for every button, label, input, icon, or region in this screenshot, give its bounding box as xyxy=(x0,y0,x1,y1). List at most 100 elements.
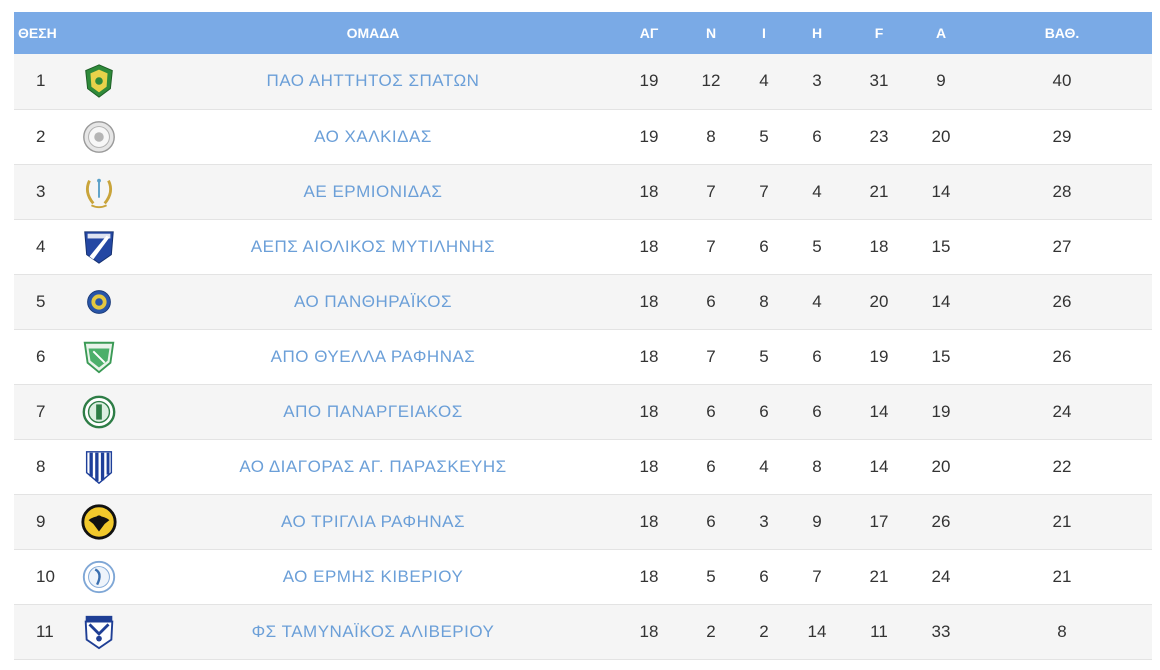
header-position[interactable]: ΘΕΣΗ xyxy=(18,25,57,41)
header-team[interactable]: ΟΜΑΔΑ xyxy=(346,25,400,41)
losses-cell: 9 xyxy=(812,511,822,531)
table-row[interactable]: 10 ΑΟ ΕΡΜΗΣ ΚΙΒΕΡΙΟΥ 18 5 6 7 21 24 21 xyxy=(14,549,1152,604)
header-losses[interactable]: Η xyxy=(811,25,823,41)
losses-cell: 4 xyxy=(812,181,822,201)
goals-for-cell: 14 xyxy=(869,456,889,476)
team-name-link[interactable]: ΑΠΟ ΠΑΝΑΡΓΕΙΑΚΟΣ xyxy=(283,401,463,421)
wins-cell: 2 xyxy=(706,621,716,641)
played-cell: 18 xyxy=(639,236,659,256)
table-row[interactable]: 8 ΑΟ ΔΙΑΓΟΡΑΣ ΑΓ. ΠΑΡΑΣΚΕΥΗΣ 18 6 4 8 14 20 22 xyxy=(14,439,1152,494)
goals-for-cell: 21 xyxy=(869,566,889,586)
team-name-link[interactable]: ΑΟ ΔΙΑΓΟΡΑΣ ΑΓ. ΠΑΡΑΣΚΕΥΗΣ xyxy=(239,456,507,476)
table-row[interactable]: 7 ΑΠΟ ΠΑΝΑΡΓΕΙΑΚΟΣ 18 6 6 6 14 19 24 xyxy=(14,384,1152,439)
goals-for-cell: 14 xyxy=(869,401,889,421)
blue-yellow-round-crest-icon xyxy=(80,282,118,322)
wins-cell: 12 xyxy=(701,71,721,91)
played-cell: 19 xyxy=(639,126,659,146)
team-name-link[interactable]: ΑΕ ΕΡΜΙΟΝΙΔΑΣ xyxy=(303,181,443,201)
losses-cell: 4 xyxy=(812,291,822,311)
table-row[interactable]: 2 ΑΟ ΧΑΛΚΙΔΑΣ 19 8 5 6 23 20 29 xyxy=(14,109,1152,164)
position-cell: 1 xyxy=(36,71,46,91)
goals-against-cell: 15 xyxy=(931,346,951,366)
losses-cell: 7 xyxy=(812,566,822,586)
team-name-link[interactable]: ΑΕΠΣ ΑΙΟΛΙΚΟΣ ΜΥΤΙΛΗΝΗΣ xyxy=(250,236,496,256)
draws-cell: 8 xyxy=(759,291,769,311)
goals-for-cell: 21 xyxy=(869,181,889,201)
played-cell: 18 xyxy=(639,291,659,311)
crest-cell xyxy=(76,329,128,384)
crest-cell xyxy=(76,494,128,549)
standings-table: ΘΕΣΗ ΟΜΑΔΑ ΑΓ Ν Ι Η F A ΒΑΘ. 1 ΠΑΟ ΑΗΤΤΗΤ… xyxy=(14,12,1152,660)
goals-for-cell: 19 xyxy=(869,346,889,366)
position-cell: 2 xyxy=(36,126,46,146)
losses-cell: 6 xyxy=(812,401,822,421)
table-row[interactable]: 6 ΑΠΟ ΘΥΕΛΛΑ ΡΑΦΗΝΑΣ 18 7 5 6 19 15 26 xyxy=(14,329,1152,384)
played-cell: 18 xyxy=(639,346,659,366)
laurel-crest-icon xyxy=(80,172,118,212)
goals-against-cell: 26 xyxy=(931,511,951,531)
team-name-link[interactable]: ΑΠΟ ΘΥΕΛΛΑ ΡΑΦΗΝΑΣ xyxy=(270,346,476,366)
table-row[interactable]: 5 ΑΟ ΠΑΝΘΗΡΑΪΚΟΣ 18 6 8 4 20 14 26 xyxy=(14,274,1152,329)
draws-cell: 6 xyxy=(759,566,769,586)
goals-for-cell: 18 xyxy=(869,236,889,256)
goals-for-cell: 20 xyxy=(869,291,889,311)
team-name-link[interactable]: ΑΟ ΧΑΛΚΙΔΑΣ xyxy=(314,126,432,146)
points-cell: 29 xyxy=(1052,126,1072,146)
draws-cell: 5 xyxy=(759,126,769,146)
played-cell: 18 xyxy=(639,456,659,476)
blue-stripes-shield-crest-icon xyxy=(80,447,118,487)
points-cell: 40 xyxy=(1052,71,1072,91)
header-goals-against[interactable]: A xyxy=(935,25,947,41)
header-wins[interactable]: Ν xyxy=(705,25,717,41)
position-cell: 7 xyxy=(36,401,46,421)
position-cell: 9 xyxy=(36,511,46,531)
header-goals-for[interactable]: F xyxy=(874,25,884,41)
goals-against-cell: 9 xyxy=(936,71,946,91)
crest-cell xyxy=(76,549,128,604)
wins-cell: 8 xyxy=(706,126,716,146)
header-played[interactable]: ΑΓ xyxy=(639,25,659,41)
draws-cell: 5 xyxy=(759,346,769,366)
wins-cell: 6 xyxy=(706,401,716,421)
table-header-row: ΘΕΣΗ ΟΜΑΔΑ ΑΓ Ν Ι Η F A ΒΑΘ. xyxy=(14,12,1152,54)
played-cell: 18 xyxy=(639,401,659,421)
points-cell: 26 xyxy=(1052,291,1072,311)
draws-cell: 7 xyxy=(759,181,769,201)
position-cell: 10 xyxy=(36,566,55,586)
losses-cell: 5 xyxy=(812,236,822,256)
team-name-link[interactable]: ΦΣ ΤΑΜΥΝΑΪΚΟΣ ΑΛΙΒΕΡΙΟΥ xyxy=(251,621,495,641)
crest-cell xyxy=(76,109,128,164)
losses-cell: 14 xyxy=(807,621,827,641)
goals-against-cell: 20 xyxy=(931,126,951,146)
team-name-link[interactable]: ΑΟ ΤΡΙΓΛΙΑ ΡΑΦΗΝΑΣ xyxy=(281,511,465,531)
crest-cell xyxy=(76,439,128,494)
team-name-link[interactable]: ΑΟ ΠΑΝΘΗΡΑΪΚΟΣ xyxy=(293,291,452,311)
table-row[interactable]: 4 ΑΕΠΣ ΑΙΟΛΙΚΟΣ ΜΥΤΙΛΗΝΗΣ 18 7 6 5 18 15 27 xyxy=(14,219,1152,274)
header-draws[interactable]: Ι xyxy=(762,25,766,41)
crest-cell xyxy=(76,384,128,439)
team-name-link[interactable]: ΑΟ ΕΡΜΗΣ ΚΙΒΕΡΙΟΥ xyxy=(282,566,464,586)
losses-cell: 3 xyxy=(812,71,822,91)
table-row[interactable]: 9 ΑΟ ΤΡΙΓΛΙΑ ΡΑΦΗΝΑΣ 18 6 3 9 17 26 21 xyxy=(14,494,1152,549)
blue-white-shield-crest-icon xyxy=(80,612,118,652)
wins-cell: 6 xyxy=(706,456,716,476)
goals-against-cell: 15 xyxy=(931,236,951,256)
points-cell: 27 xyxy=(1052,236,1072,256)
points-cell: 22 xyxy=(1052,456,1072,476)
goals-against-cell: 24 xyxy=(931,566,951,586)
draws-cell: 6 xyxy=(759,236,769,256)
points-cell: 24 xyxy=(1052,401,1072,421)
draws-cell: 6 xyxy=(759,401,769,421)
table-row[interactable]: 1 ΠΑΟ ΑΗΤΤΗΤΟΣ ΣΠΑΤΩΝ 19 12 4 3 31 9 40 xyxy=(14,54,1152,109)
goals-for-cell: 11 xyxy=(870,621,888,641)
header-points[interactable]: ΒΑΘ. xyxy=(1044,25,1080,41)
goals-against-cell: 33 xyxy=(931,621,951,641)
crest-cell xyxy=(76,164,128,219)
goals-against-cell: 14 xyxy=(931,291,951,311)
table-row[interactable]: 3 ΑΕ ΕΡΜΙΟΝΙΔΑΣ 18 7 7 4 21 14 28 xyxy=(14,164,1152,219)
position-cell: 6 xyxy=(36,346,46,366)
goals-for-cell: 17 xyxy=(869,511,889,531)
table-row[interactable]: 11 ΦΣ ΤΑΜΥΝΑΪΚΟΣ ΑΛΙΒΕΡΙΟΥ 18 2 2 14 11 33 8 xyxy=(14,604,1152,659)
played-cell: 18 xyxy=(639,566,659,586)
team-name-link[interactable]: ΠΑΟ ΑΗΤΤΗΤΟΣ ΣΠΑΤΩΝ xyxy=(266,71,480,91)
